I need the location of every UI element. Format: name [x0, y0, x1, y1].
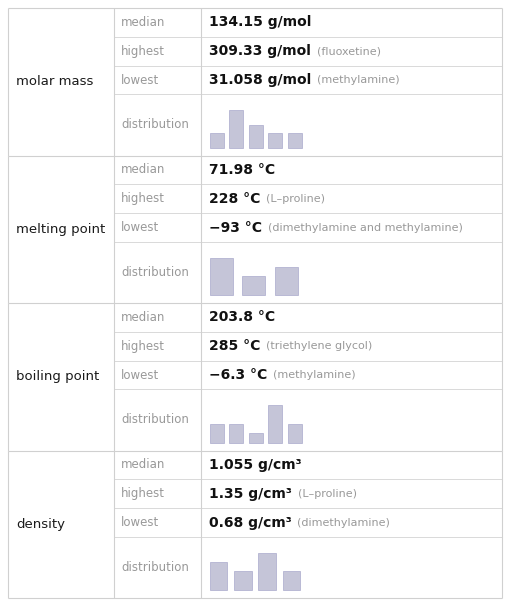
Bar [229, 424, 243, 442]
Text: distribution: distribution [121, 266, 189, 279]
Text: 1.055 g/cm³: 1.055 g/cm³ [208, 458, 301, 472]
Text: (triethylene glycol): (triethylene glycol) [266, 341, 372, 351]
Text: highest: highest [121, 45, 165, 58]
Text: 134.15 g/mol: 134.15 g/mol [208, 15, 310, 30]
Text: (fluoxetine): (fluoxetine) [316, 46, 380, 56]
Bar [209, 562, 227, 590]
Bar [258, 553, 275, 590]
Text: (dimethylamine): (dimethylamine) [297, 518, 389, 528]
Text: (methylamine): (methylamine) [316, 75, 399, 85]
Bar [248, 125, 262, 147]
Text: −6.3 °C: −6.3 °C [208, 368, 266, 382]
Bar [268, 405, 281, 442]
Text: median: median [121, 164, 165, 176]
Text: 203.8 °C: 203.8 °C [208, 310, 274, 324]
Text: 285 °C: 285 °C [208, 339, 260, 353]
Text: lowest: lowest [121, 221, 159, 234]
Bar [274, 267, 297, 295]
Bar [234, 571, 251, 590]
Text: (L–proline): (L–proline) [266, 194, 324, 204]
Text: (methylamine): (methylamine) [272, 370, 355, 380]
Text: 309.33 g/mol: 309.33 g/mol [208, 44, 310, 58]
Text: median: median [121, 458, 165, 471]
Bar [248, 433, 262, 442]
Text: (L–proline): (L–proline) [297, 488, 356, 499]
Bar [209, 424, 223, 442]
Bar [282, 571, 300, 590]
Bar [268, 133, 281, 147]
Text: lowest: lowest [121, 516, 159, 529]
Bar [209, 258, 233, 295]
Text: boiling point: boiling point [16, 370, 99, 383]
Text: distribution: distribution [121, 561, 189, 574]
Text: distribution: distribution [121, 413, 189, 427]
Bar [287, 424, 301, 442]
Text: 71.98 °C: 71.98 °C [208, 163, 274, 177]
Bar [242, 276, 265, 295]
Text: distribution: distribution [121, 119, 189, 132]
Bar [229, 110, 243, 147]
Text: −93 °C: −93 °C [208, 221, 261, 235]
Text: median: median [121, 311, 165, 324]
Text: 31.058 g/mol: 31.058 g/mol [208, 73, 310, 87]
Text: (dimethylamine and methylamine): (dimethylamine and methylamine) [267, 222, 462, 233]
Text: 0.68 g/cm³: 0.68 g/cm³ [208, 516, 291, 530]
Text: 1.35 g/cm³: 1.35 g/cm³ [208, 487, 291, 501]
Text: highest: highest [121, 340, 165, 353]
Text: 228 °C: 228 °C [208, 191, 260, 205]
Text: density: density [16, 518, 65, 531]
Text: lowest: lowest [121, 368, 159, 382]
Text: median: median [121, 16, 165, 29]
Text: molar mass: molar mass [16, 75, 93, 88]
Text: melting point: melting point [16, 223, 105, 236]
Bar [209, 133, 223, 147]
Bar [287, 133, 301, 147]
Text: lowest: lowest [121, 73, 159, 87]
Text: highest: highest [121, 192, 165, 205]
Text: highest: highest [121, 487, 165, 500]
